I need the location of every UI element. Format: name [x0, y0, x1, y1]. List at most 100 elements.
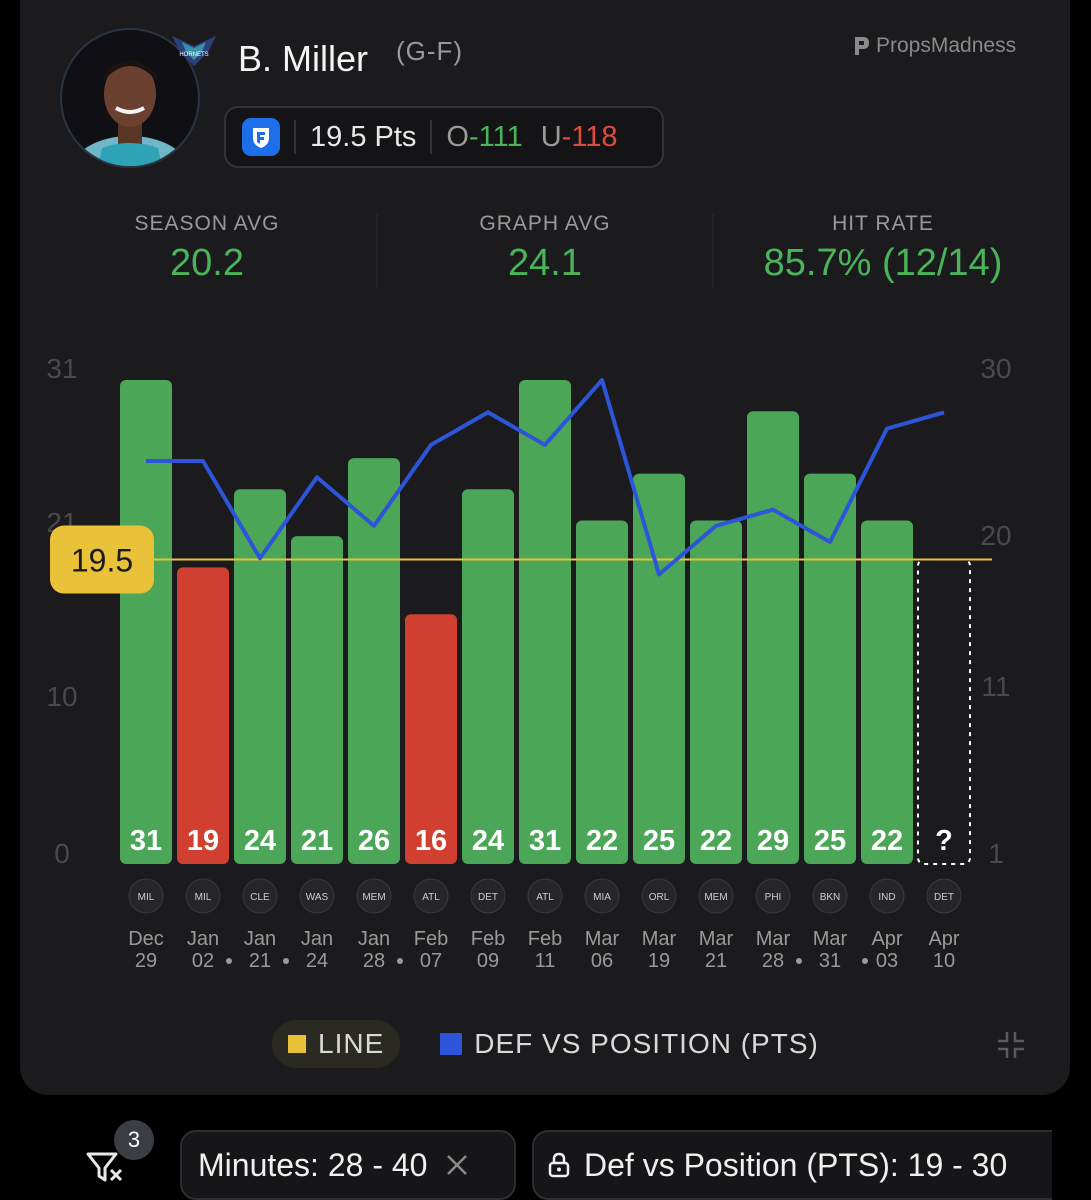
left-axis-tick: 0 [54, 838, 70, 869]
game-day: 24 [306, 950, 328, 972]
lock-icon [548, 1152, 570, 1178]
opponent-logo-icon [299, 878, 335, 914]
under-odds[interactable]: -118 [561, 120, 618, 153]
game-month: Jan [301, 928, 333, 950]
bar-value-label: 31 [130, 825, 162, 857]
bar [519, 380, 571, 864]
opponent-logo-icon [869, 878, 905, 914]
game-month: Mar [585, 928, 620, 950]
game-day: 11 [535, 950, 556, 972]
close-icon[interactable] [445, 1153, 469, 1177]
left-axis-tick: 10 [46, 681, 77, 712]
game-month: Feb [528, 928, 562, 950]
bar-value-label: 25 [643, 825, 675, 857]
bar [291, 536, 343, 864]
game-day: 06 [591, 950, 613, 972]
game-day: 21 [249, 950, 271, 972]
date-dot [226, 958, 232, 964]
opponent-logo-icon [413, 878, 449, 914]
bar [234, 489, 286, 864]
bar [633, 473, 685, 864]
opponent-abbr: MEM [704, 892, 727, 903]
bar [348, 458, 400, 864]
graph-avg-stat: GRAPH AVG 24.1 [445, 212, 645, 285]
game-day: 10 [933, 950, 955, 972]
filter-count-badge: 3 [114, 1120, 154, 1160]
bar-value-label: 22 [871, 825, 903, 857]
right-axis-tick: 20 [980, 520, 1011, 551]
bar [462, 489, 514, 864]
game-month: Apr [871, 928, 902, 950]
minutes-filter-label: Minutes: 28 - 40 [198, 1146, 428, 1183]
season-avg-label: SEASON AVG [134, 212, 280, 235]
bar [690, 520, 742, 864]
opponent-logo-icon [698, 878, 734, 914]
game-month: Feb [471, 928, 505, 950]
bar-value-label: 24 [472, 825, 504, 857]
player-name: B. Miller [238, 38, 369, 79]
divider [294, 120, 296, 154]
divider [712, 214, 714, 288]
opponent-logo-icon [527, 878, 563, 914]
date-dot [397, 958, 403, 964]
bar-value-label: 31 [529, 825, 561, 857]
collapse-icon[interactable] [996, 1030, 1026, 1060]
def-vs-position-line [146, 378, 945, 577]
game-day: 03 [876, 950, 898, 972]
legend-line-toggle[interactable]: LINE [272, 1020, 401, 1068]
game-month: Feb [414, 928, 448, 950]
minutes-filter-chip[interactable]: Minutes: 28 - 40 [180, 1130, 516, 1200]
def-filter-chip[interactable]: Def vs Position (PTS): 19 - 30 [532, 1130, 1052, 1200]
opponent-abbr: WAS [306, 892, 329, 903]
filter-clear-icon[interactable] [84, 1146, 126, 1186]
game-month: Dec [128, 928, 164, 950]
def-filter-label: Def vs Position (PTS): 19 - 30 [584, 1146, 1008, 1183]
player-position: (G-F) [396, 36, 464, 66]
opponent-logo-icon [584, 878, 620, 914]
opponent-logo-icon [185, 878, 221, 914]
bar [747, 411, 799, 864]
bar [576, 520, 628, 864]
legend-def-label: DEF VS POSITION (PTS) [474, 1028, 819, 1059]
prop-line-box[interactable]: 19.5 Pts O -111 U -118 [224, 106, 664, 168]
hornets-logo-icon: HORNETS [168, 30, 220, 70]
opponent-logo-icon [128, 878, 164, 914]
points-bar-chart: 0102131111203031MILDec2919MILJan0224CLEJ… [46, 353, 1011, 972]
under-label: U [540, 120, 562, 153]
over-label: O [446, 120, 469, 153]
line-value-badge [50, 525, 154, 594]
over-odds[interactable]: -111 [468, 120, 523, 153]
opponent-abbr: PHI [765, 892, 782, 903]
bar-value-label: 19 [187, 825, 219, 857]
bar-value-label: 22 [700, 825, 732, 857]
line-value-text: 19.5 [71, 543, 133, 579]
opponent-abbr: BKN [820, 892, 841, 903]
opponent-logo-icon [356, 878, 392, 914]
game-day: 29 [135, 950, 157, 972]
legend-def-toggle[interactable]: DEF VS POSITION (PTS) [440, 1028, 819, 1060]
hit-rate-label: HIT RATE [832, 212, 934, 235]
right-axis-tick: 11 [981, 671, 1010, 702]
svg-text:HORNETS: HORNETS [179, 52, 208, 58]
game-month: Jan [187, 928, 219, 950]
divider [376, 214, 378, 288]
opponent-logo-icon [812, 878, 848, 914]
date-dot [796, 958, 802, 964]
bar [120, 380, 172, 864]
game-month: Apr [928, 928, 959, 950]
game-day: 21 [705, 950, 727, 972]
opponent-abbr: ATL [536, 892, 554, 903]
opponent-logo-icon [926, 878, 962, 914]
graph-avg-label: GRAPH AVG [479, 212, 611, 235]
left-axis-tick: 31 [46, 353, 77, 384]
game-day: 28 [363, 950, 385, 972]
opponent-abbr: MIL [195, 892, 212, 903]
game-month: Mar [756, 928, 791, 950]
opponent-logo-icon [641, 878, 677, 914]
date-dot [283, 958, 289, 964]
right-axis-tick: 30 [980, 353, 1011, 384]
bar [861, 520, 913, 864]
opponent-abbr: DET [934, 892, 954, 903]
bar-value-label: 29 [757, 825, 789, 857]
brand-name: PropsMadness [876, 34, 1017, 57]
